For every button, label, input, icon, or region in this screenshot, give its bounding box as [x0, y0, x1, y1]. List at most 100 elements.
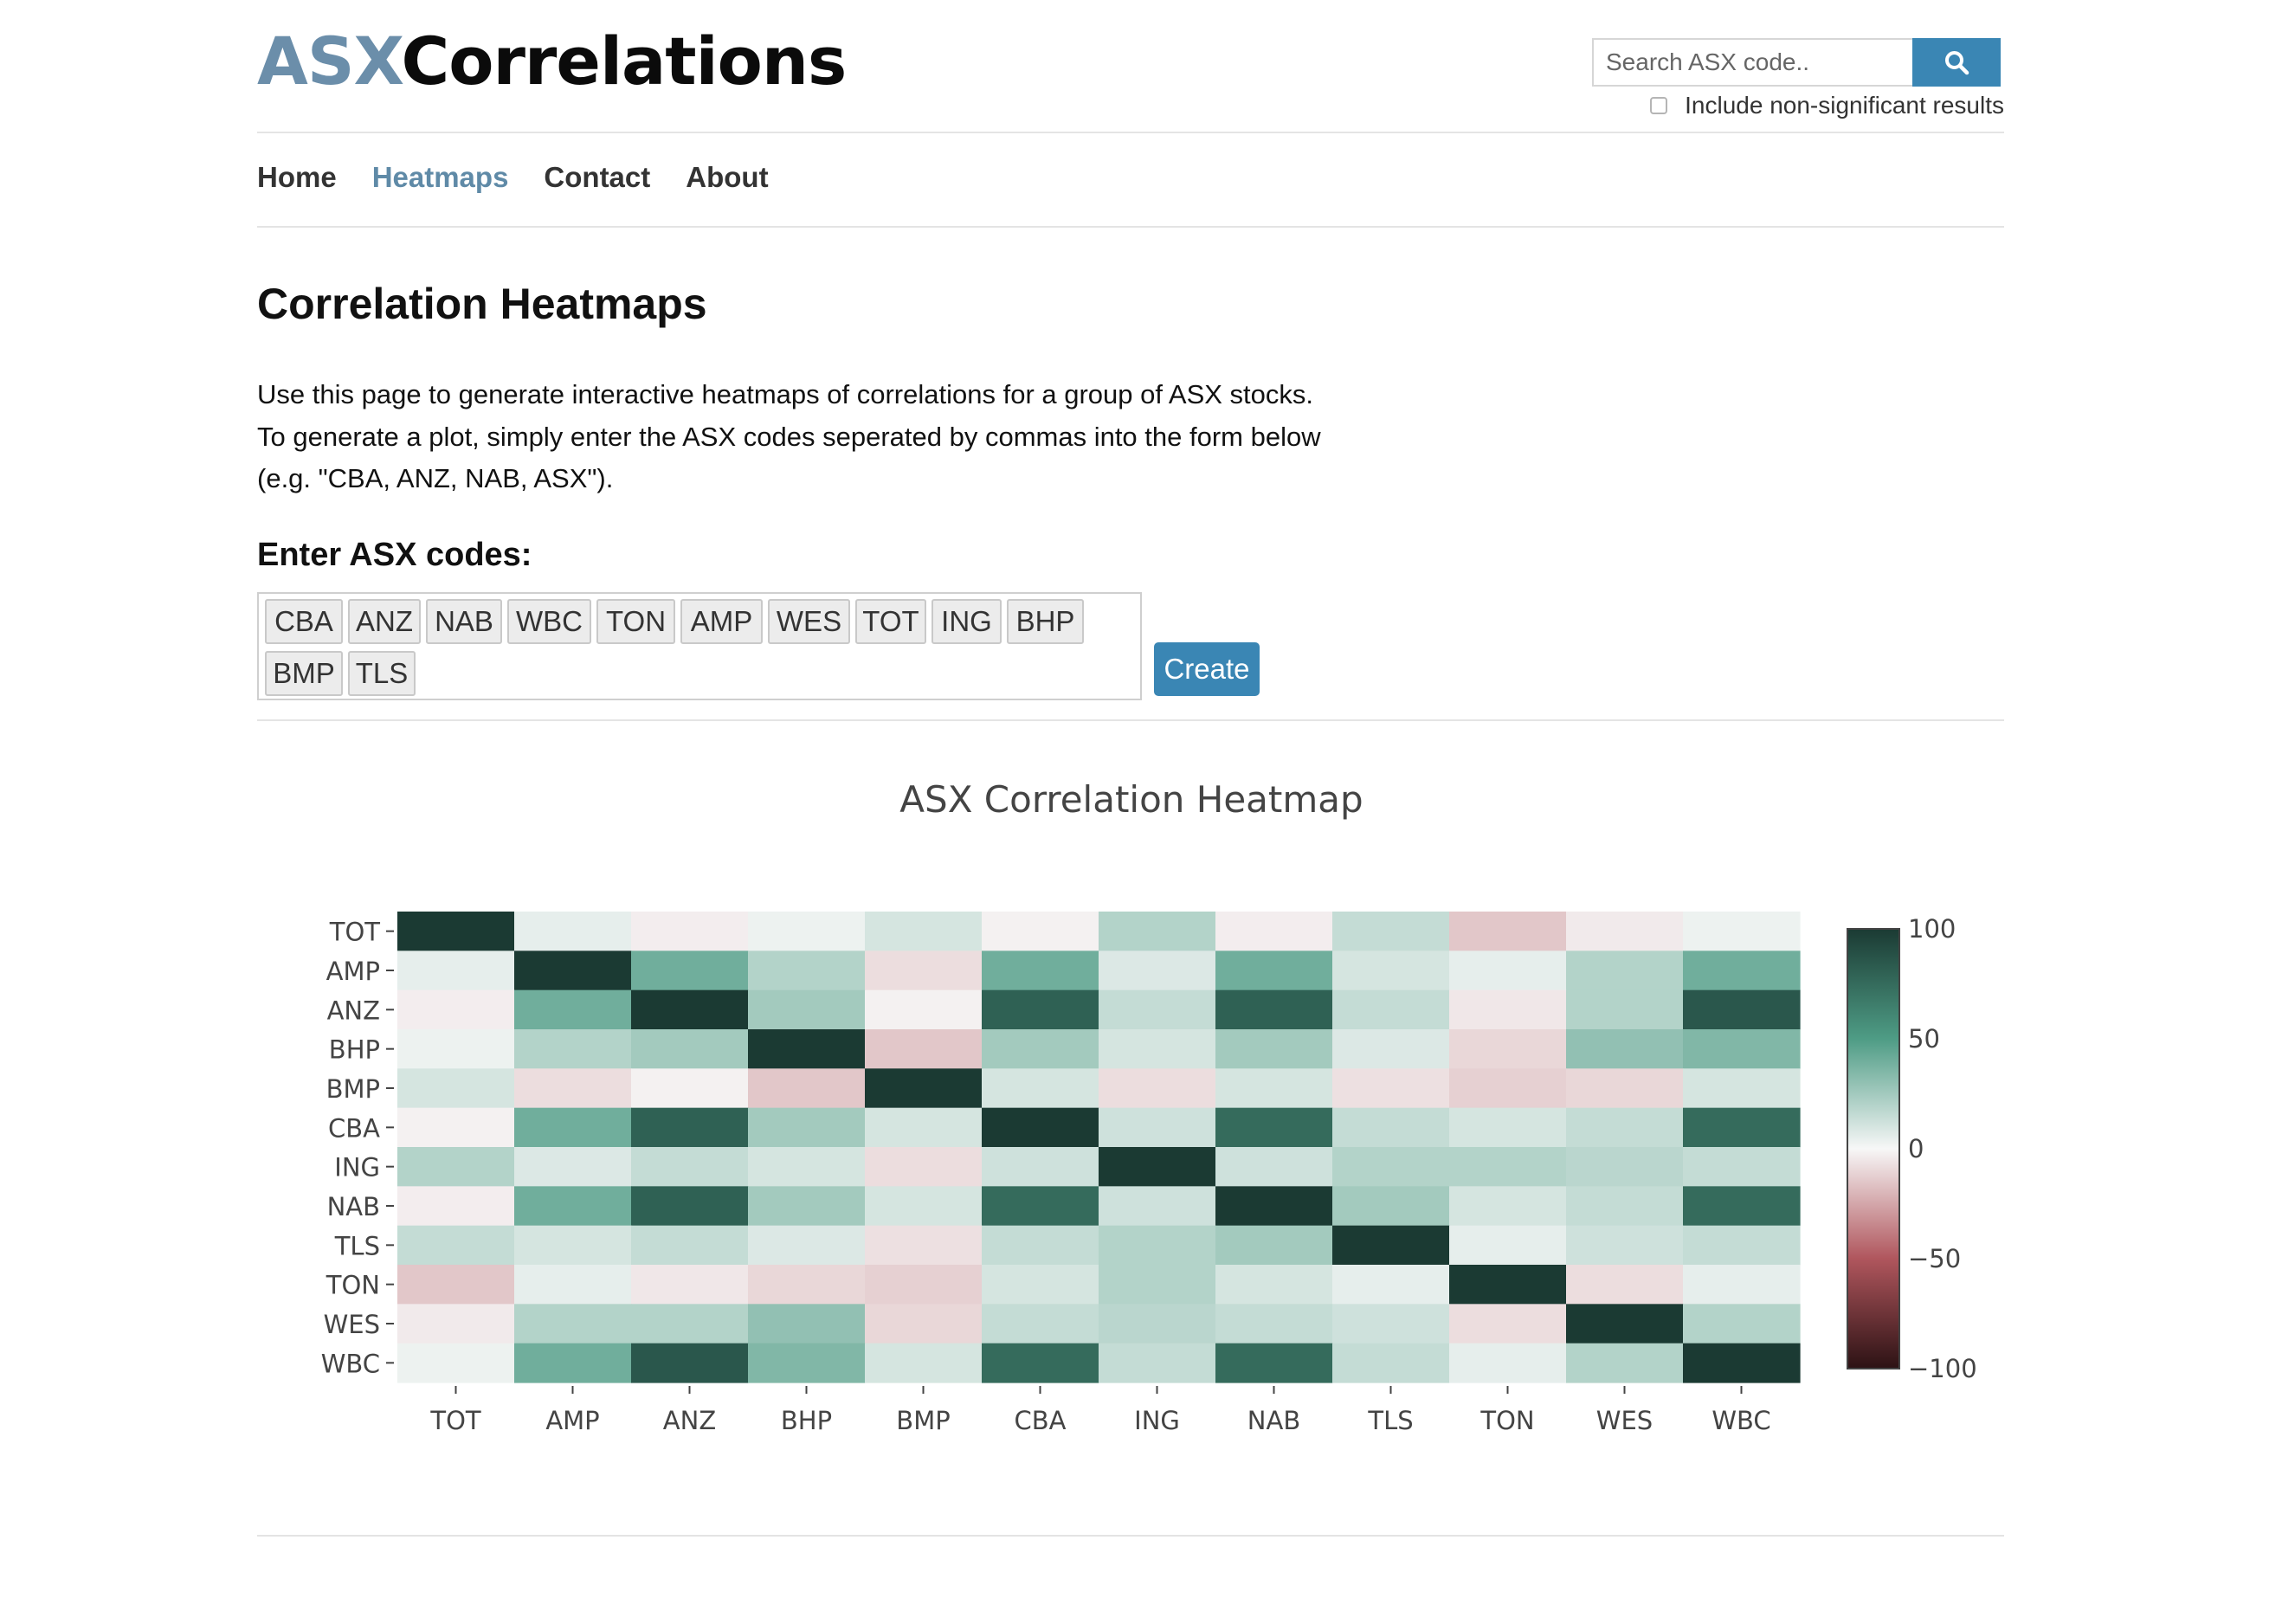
- heatmap-cell[interactable]: [865, 1147, 983, 1187]
- heatmap-cell[interactable]: [1099, 1265, 1216, 1305]
- heatmap-cell[interactable]: [1683, 1068, 1801, 1109]
- heatmap-cell[interactable]: [1449, 951, 1567, 991]
- heatmap-cell[interactable]: [865, 1029, 983, 1069]
- code-tag[interactable]: ANZ: [348, 599, 421, 644]
- heatmap-cell[interactable]: [514, 1304, 632, 1344]
- heatmap-cell[interactable]: [982, 912, 1099, 951]
- heatmap-cell[interactable]: [982, 1265, 1099, 1305]
- heatmap-cell[interactable]: [1566, 989, 1684, 1030]
- heatmap-cell[interactable]: [982, 951, 1099, 991]
- nav-about[interactable]: About: [686, 161, 769, 193]
- heatmap-cell[interactable]: [397, 1107, 515, 1148]
- heatmap-cell[interactable]: [1332, 989, 1450, 1030]
- heatmap-cell[interactable]: [1449, 1107, 1567, 1148]
- heatmap-cell[interactable]: [865, 1304, 983, 1344]
- heatmap-cell[interactable]: [514, 1068, 632, 1109]
- heatmap-cell[interactable]: [1449, 1068, 1567, 1109]
- heatmap-cell[interactable]: [1566, 951, 1684, 991]
- heatmap-cell[interactable]: [1683, 1107, 1801, 1148]
- heatmap-cell[interactable]: [514, 951, 632, 991]
- heatmap-cell[interactable]: [397, 989, 515, 1030]
- nav-home[interactable]: Home: [257, 161, 337, 193]
- heatmap-cell[interactable]: [1099, 1186, 1216, 1227]
- heatmap-cell[interactable]: [865, 951, 983, 991]
- heatmap-cell[interactable]: [748, 912, 866, 951]
- code-tag[interactable]: TOT: [855, 599, 926, 644]
- heatmap-cell[interactable]: [397, 1186, 515, 1227]
- heatmap-cell[interactable]: [748, 1147, 866, 1187]
- heatmap-cell[interactable]: [748, 1304, 866, 1344]
- heatmap-cell[interactable]: [865, 1225, 983, 1266]
- heatmap-cell[interactable]: [1215, 1186, 1333, 1227]
- heatmap-cell[interactable]: [1099, 912, 1216, 951]
- heatmap-cell[interactable]: [1566, 1225, 1684, 1266]
- heatmap-cell[interactable]: [631, 1225, 749, 1266]
- heatmap-cell[interactable]: [748, 1186, 866, 1227]
- heatmap-cell[interactable]: [1683, 1186, 1801, 1227]
- heatmap-cell[interactable]: [1332, 1068, 1450, 1109]
- heatmap-cell[interactable]: [1449, 1186, 1567, 1227]
- heatmap-cell[interactable]: [1683, 1147, 1801, 1187]
- site-logo[interactable]: ASXCorrelations: [257, 23, 847, 100]
- asx-codes-input[interactable]: CBA ANZ NAB WBC TON AMP WES TOT ING BHP …: [257, 592, 1142, 700]
- heatmap-cell[interactable]: [748, 1107, 866, 1148]
- heatmap-cell[interactable]: [631, 1343, 749, 1383]
- heatmap-cell[interactable]: [631, 1265, 749, 1305]
- heatmap-cell[interactable]: [982, 1068, 1099, 1109]
- code-tag[interactable]: TON: [596, 599, 675, 644]
- heatmap-cell[interactable]: [1215, 1147, 1333, 1187]
- nav-heatmaps[interactable]: Heatmaps: [371, 161, 509, 193]
- heatmap-cell[interactable]: [1332, 951, 1450, 991]
- heatmap-cell[interactable]: [631, 989, 749, 1030]
- heatmap-cell[interactable]: [748, 951, 866, 991]
- heatmap-cell[interactable]: [748, 1265, 866, 1305]
- heatmap-cell[interactable]: [1683, 951, 1801, 991]
- heatmap-cell[interactable]: [514, 912, 632, 951]
- heatmap-cell[interactable]: [1566, 1107, 1684, 1148]
- heatmap-cell[interactable]: [982, 1304, 1099, 1344]
- heatmap-cell[interactable]: [514, 1147, 632, 1187]
- heatmap-cell[interactable]: [865, 989, 983, 1030]
- heatmap-cell[interactable]: [1099, 1068, 1216, 1109]
- create-button[interactable]: Create: [1154, 642, 1260, 696]
- search-button[interactable]: [1912, 38, 2001, 87]
- heatmap-cell[interactable]: [1449, 1304, 1567, 1344]
- heatmap-cell[interactable]: [397, 1068, 515, 1109]
- heatmap-cell[interactable]: [514, 1265, 632, 1305]
- heatmap-cell[interactable]: [1215, 989, 1333, 1030]
- code-tag[interactable]: WBC: [507, 599, 591, 644]
- heatmap-cell[interactable]: [982, 1029, 1099, 1069]
- heatmap-cell[interactable]: [631, 1147, 749, 1187]
- heatmap-cell[interactable]: [631, 912, 749, 951]
- heatmap-cell[interactable]: [1566, 1304, 1684, 1344]
- heatmap-cell[interactable]: [1215, 1068, 1333, 1109]
- code-tag[interactable]: TLS: [348, 651, 416, 696]
- heatmap-cell[interactable]: [631, 1107, 749, 1148]
- heatmap-cell[interactable]: [1215, 1107, 1333, 1148]
- heatmap-cell[interactable]: [1683, 1343, 1801, 1383]
- heatmap-cell[interactable]: [1449, 1343, 1567, 1383]
- heatmap-cell[interactable]: [748, 1068, 866, 1109]
- heatmap-cell[interactable]: [982, 989, 1099, 1030]
- nav-contact[interactable]: Contact: [544, 161, 651, 193]
- heatmap-cell[interactable]: [1566, 1265, 1684, 1305]
- heatmap-cell[interactable]: [397, 1029, 515, 1069]
- heatmap-cell[interactable]: [982, 1107, 1099, 1148]
- heatmap-cell[interactable]: [1099, 1147, 1216, 1187]
- heatmap-cell[interactable]: [982, 1343, 1099, 1383]
- heatmap-cell[interactable]: [397, 951, 515, 991]
- heatmap-cell[interactable]: [1099, 1107, 1216, 1148]
- heatmap-cell[interactable]: [1332, 1304, 1450, 1344]
- heatmap-cell[interactable]: [1683, 912, 1801, 951]
- heatmap-cell[interactable]: [631, 1068, 749, 1109]
- heatmap-cell[interactable]: [1566, 1147, 1684, 1187]
- heatmap-cell[interactable]: [514, 1225, 632, 1266]
- heatmap-cell[interactable]: [1215, 1225, 1333, 1266]
- heatmap-cell[interactable]: [1566, 1343, 1684, 1383]
- heatmap-cell[interactable]: [397, 1343, 515, 1383]
- heatmap-cell[interactable]: [1683, 1304, 1801, 1344]
- code-tag[interactable]: AMP: [680, 599, 763, 644]
- heatmap-cell[interactable]: [1215, 1304, 1333, 1344]
- heatmap-cell[interactable]: [1215, 1343, 1333, 1383]
- heatmap-cell[interactable]: [397, 1265, 515, 1305]
